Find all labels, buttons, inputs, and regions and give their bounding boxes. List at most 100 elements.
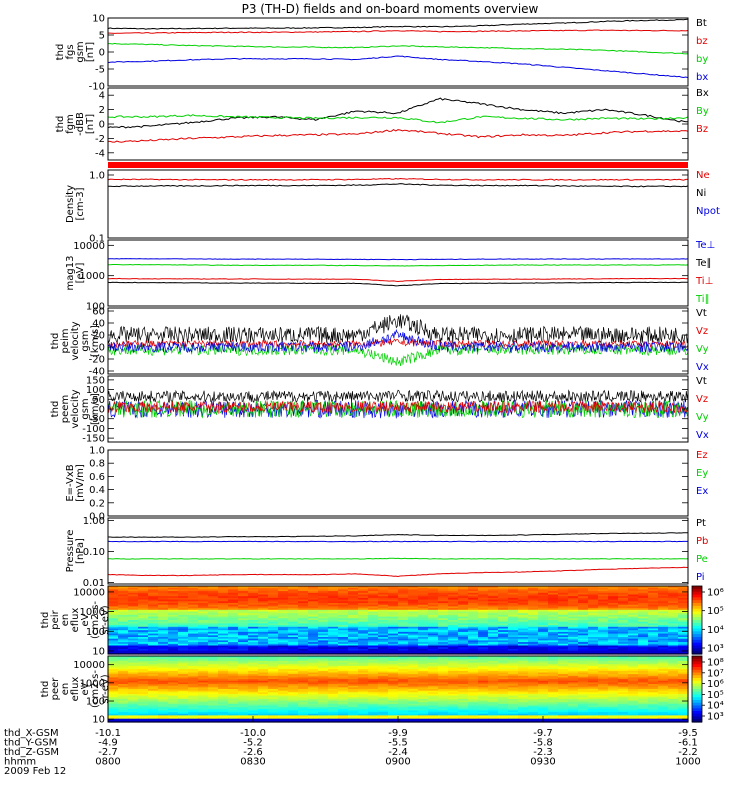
spectrogram-cell (108, 650, 119, 653)
spectrogram-cell (618, 713, 629, 716)
spectrogram-cell (308, 642, 319, 645)
spectrogram-cell (428, 665, 439, 669)
spectrogram-cell (588, 640, 599, 643)
spectrogram-cell (458, 611, 469, 614)
spectrogram-cell (598, 685, 609, 688)
spectrogram-cell (448, 712, 459, 715)
spectrogram-cell (158, 589, 169, 592)
spectrogram-cell (308, 594, 319, 597)
spectrogram-cell (238, 589, 249, 592)
spectrogram-cell (598, 679, 609, 682)
spectrogram-cell (328, 679, 339, 682)
spectrogram-cell (438, 677, 449, 680)
spectrogram-cell (388, 708, 399, 712)
spectrogram-cell (678, 626, 689, 630)
y-tick-label: 0 (99, 405, 105, 416)
spectrogram-cell (368, 702, 379, 705)
spectrogram-cell (638, 660, 649, 664)
spectrogram-cell (128, 592, 139, 596)
spectrogram-cell (418, 652, 429, 655)
spectrogram-cell (148, 692, 159, 695)
spectrogram-cell (478, 674, 489, 677)
spectrogram-cell (668, 599, 679, 602)
spectrogram-cell (148, 638, 159, 641)
spectrogram-cell (668, 690, 679, 693)
spectrogram-cell (118, 625, 129, 628)
spectrogram-cell (428, 630, 439, 633)
spectrogram-cell (578, 660, 589, 664)
spectrogram-cell (468, 596, 479, 599)
spectrogram-cell (588, 597, 599, 601)
spectrogram-cell (388, 586, 399, 589)
spectrogram-cell (218, 657, 229, 660)
spectrogram-cell (508, 592, 519, 596)
spectrogram-cell (298, 597, 309, 601)
spectrogram-cell (558, 621, 569, 624)
spectrogram-cell (158, 657, 169, 660)
spectrogram-cell (328, 603, 339, 606)
spectrogram-cell (288, 660, 299, 664)
spectrogram-cell (388, 669, 399, 672)
spectrogram-cell (268, 662, 279, 665)
spectrogram-cell (628, 708, 639, 712)
spectrogram-cell (658, 630, 669, 633)
spectrogram-cell (408, 677, 419, 680)
spectrogram-cell (418, 702, 429, 705)
spectrogram-cell (198, 679, 209, 682)
spectrogram-cell (618, 613, 629, 616)
spectrogram-cell (678, 594, 689, 597)
spectrogram-cell (158, 635, 169, 638)
spectrogram-cell (658, 597, 669, 601)
spectrogram-cell (538, 700, 549, 703)
spectrogram-cell (418, 650, 429, 653)
series-line-Te∥ (107, 281, 688, 287)
spectrogram-cell (618, 715, 629, 718)
spectrogram-cell (648, 710, 659, 713)
spectrogram-cell (578, 623, 589, 626)
spectrogram-cell (528, 720, 539, 723)
spectrogram-cell (598, 616, 609, 619)
spectrogram-cell (188, 680, 199, 683)
spectrogram-cell (598, 611, 609, 614)
spectrogram-cell (298, 601, 309, 604)
spectrogram-cell (668, 717, 679, 720)
spectrogram-cell (518, 601, 529, 604)
spectrogram-cell (238, 606, 249, 609)
spectrogram-cell (148, 603, 159, 606)
spectrogram-cell (558, 592, 569, 596)
spectrogram-cell (478, 718, 489, 721)
spectrogram-cell (298, 613, 309, 616)
spectrogram-cell (488, 659, 499, 662)
spectrogram-cell (628, 609, 639, 613)
spectrogram-cell (608, 664, 619, 667)
spectrogram-cell (388, 689, 399, 692)
spectrogram-cell (308, 601, 319, 604)
spectrogram-cell (288, 631, 299, 635)
spectrogram-cell (118, 682, 129, 685)
spectrogram-cell (288, 712, 299, 715)
spectrogram-cell (188, 587, 199, 590)
spectrogram-cell (448, 597, 459, 601)
spectrogram-cell (668, 707, 679, 710)
spectrogram-cell (618, 690, 629, 693)
spectrogram-cell (178, 692, 189, 695)
spectrogram-cell (608, 621, 619, 624)
spectrogram-cell (178, 677, 189, 680)
spectrogram-cell (508, 695, 519, 698)
spectrogram-cell (338, 645, 349, 648)
spectrogram-cell (228, 633, 239, 636)
spectrogram-cell (158, 715, 169, 718)
spectrogram-cell (108, 695, 119, 698)
spectrogram-cell (188, 712, 199, 715)
spectrogram-cell (188, 690, 199, 693)
spectrogram-cell (438, 613, 449, 616)
spectrogram-cell (218, 684, 229, 687)
spectrogram-cell (328, 697, 339, 700)
spectrogram-cell (338, 660, 349, 664)
spectrogram-cell (638, 682, 649, 685)
spectrogram-cell (448, 659, 459, 662)
spectrogram-cell (228, 680, 239, 683)
spectrogram-cell (258, 599, 269, 602)
spectrogram-cell (268, 720, 279, 723)
